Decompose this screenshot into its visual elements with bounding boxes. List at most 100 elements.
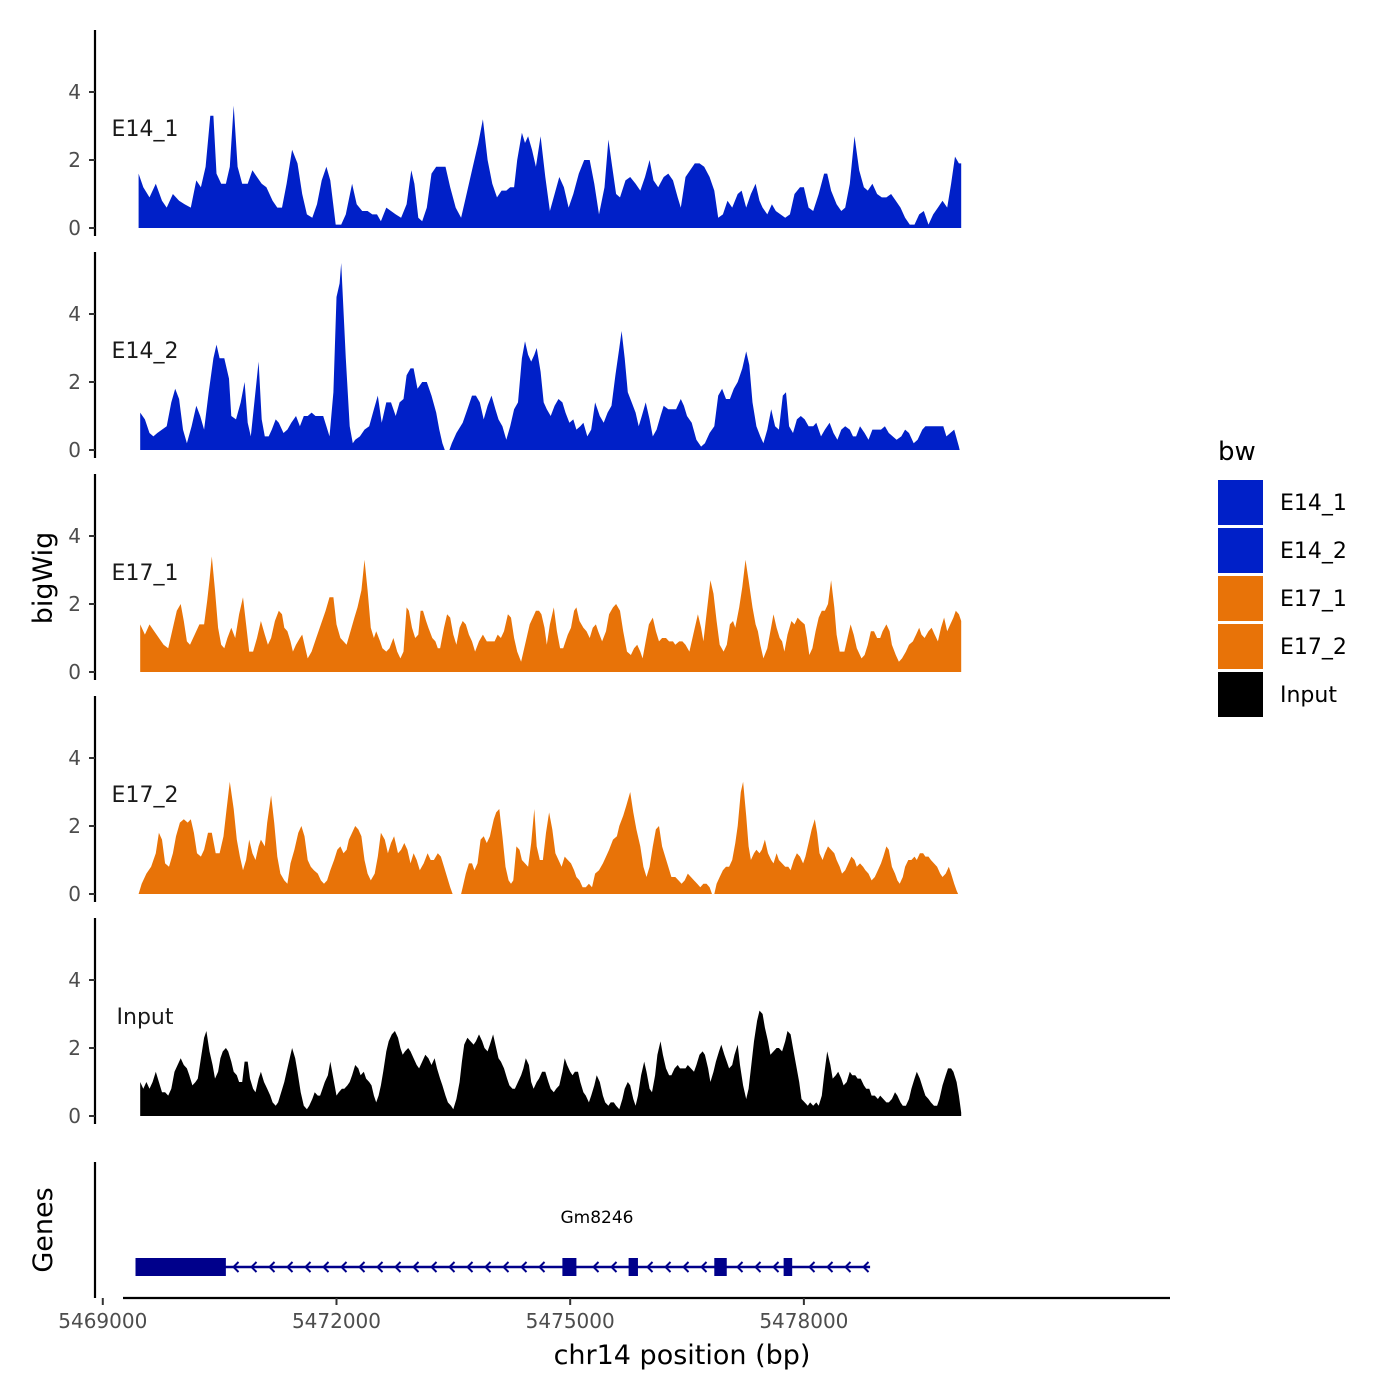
legend-swatch	[1218, 672, 1263, 717]
legend-label: E17_1	[1280, 587, 1347, 612]
x-tick-label: 5478000	[759, 1309, 848, 1333]
strand-chevron	[304, 1261, 312, 1273]
genes-axis-title: Genes	[28, 1187, 59, 1272]
track-area-e17_2-seg3	[714, 781, 959, 894]
track-label-e14_2: E14_2	[112, 339, 179, 364]
track-area-e14_1	[138, 105, 962, 228]
genes-panel: Gm8246	[93, 1162, 871, 1298]
strand-chevron	[700, 1261, 708, 1273]
strand-chevron	[808, 1261, 816, 1273]
tracks-layer: 0 2 4 E14_1 0 2 4 E14_2 0 2 4 E17_1 0 2 4 E17_2 0 2 4 Input	[68, 30, 962, 1128]
strand-chevron	[286, 1261, 294, 1273]
x-tick-label: 5475000	[526, 1309, 615, 1333]
strand-chevron	[538, 1261, 546, 1273]
track-panel-e14_2: 0 2 4 E14_2	[68, 252, 960, 462]
y-tick-label: 4	[68, 968, 81, 992]
y-axis-title: bigWig	[28, 532, 59, 625]
legend-item-e14_2: E14_2	[1218, 528, 1347, 573]
strand-chevron	[466, 1261, 474, 1273]
legend-swatch	[1218, 528, 1263, 573]
legend: bw E14_1 E14_2 E17_1 E17_2 Input	[1218, 437, 1347, 717]
track-panel-e17_2: 0 2 4 E17_2	[68, 696, 959, 906]
track-label-input: Input	[117, 1005, 174, 1030]
strand-chevron	[268, 1261, 276, 1273]
gene-gm8246: Gm8246	[135, 1208, 871, 1276]
strand-chevron	[376, 1261, 384, 1273]
gene-exon	[628, 1258, 638, 1276]
strand-chevron	[340, 1261, 348, 1273]
strand-chevron	[592, 1261, 600, 1273]
gene-exon	[714, 1258, 727, 1276]
strand-chevron	[502, 1261, 510, 1273]
y-tick-label: 4	[68, 302, 81, 326]
legend-item-e17_1: E17_1	[1218, 576, 1347, 621]
gene-name-label: Gm8246	[561, 1208, 634, 1228]
gene-exon	[783, 1258, 793, 1276]
legend-item-e17_2: E17_2	[1218, 624, 1347, 669]
strand-chevron	[862, 1261, 870, 1273]
strand-chevron	[448, 1261, 456, 1273]
strand-chevron	[250, 1261, 258, 1273]
legend-item-input: Input	[1218, 672, 1337, 717]
y-tick-label: 0	[68, 660, 81, 684]
track-area-e17_2-seg2	[461, 792, 712, 894]
track-area-e14_2-seg2	[449, 331, 960, 450]
y-tick-label: 0	[68, 438, 81, 462]
strand-chevron	[736, 1261, 744, 1273]
legend-swatch	[1218, 480, 1263, 525]
track-area-e17_2-seg1	[138, 781, 453, 894]
strand-chevron	[826, 1261, 834, 1273]
strand-chevron	[520, 1261, 528, 1273]
track-label-e17_2: E17_2	[112, 783, 179, 808]
strand-chevron	[772, 1261, 780, 1273]
gene-exon	[135, 1258, 226, 1276]
track-panel-e14_1: 0 2 4 E14_1	[68, 30, 962, 240]
legend-label: Input	[1280, 683, 1337, 708]
gene-exon	[562, 1258, 577, 1276]
y-tick-label: 0	[68, 882, 81, 906]
strand-chevron	[232, 1261, 240, 1273]
y-tick-label: 0	[68, 1104, 81, 1128]
legend-swatch	[1218, 624, 1263, 669]
legend-label: E14_1	[1280, 491, 1347, 516]
strand-chevron	[322, 1261, 330, 1273]
track-label-e14_1: E14_1	[112, 117, 179, 142]
strand-chevron	[646, 1261, 654, 1273]
track-area-e14_2-seg1	[140, 263, 445, 450]
track-panel-input: 0 2 4 Input	[68, 918, 962, 1128]
x-tick-label: 5472000	[292, 1309, 381, 1333]
y-tick-label: 2	[68, 1036, 81, 1060]
legend-title: bw	[1218, 437, 1256, 467]
strand-chevron	[394, 1261, 402, 1273]
x-axis: 5469000 5472000 5475000 5478000	[58, 1296, 1170, 1333]
strand-chevron	[412, 1261, 420, 1273]
strand-chevron	[664, 1261, 672, 1273]
y-tick-label: 2	[68, 814, 81, 838]
strand-chevron	[754, 1261, 762, 1273]
legend-label: E14_2	[1280, 539, 1347, 564]
strand-chevron	[484, 1261, 492, 1273]
y-tick-label: 4	[68, 80, 81, 104]
track-label-e17_1: E17_1	[112, 561, 179, 586]
x-tick-label: 5469000	[58, 1309, 147, 1333]
legend-label: E17_2	[1280, 635, 1347, 660]
legend-swatch	[1218, 576, 1263, 621]
y-tick-label: 2	[68, 592, 81, 616]
y-tick-label: 2	[68, 370, 81, 394]
legend-item-e14_1: E14_1	[1218, 480, 1347, 525]
track-area-input	[140, 1010, 962, 1116]
strand-chevron	[682, 1261, 690, 1273]
y-tick-label: 4	[68, 746, 81, 770]
strand-chevron	[430, 1261, 438, 1273]
track-panel-e17_1: 0 2 4 E17_1	[68, 474, 962, 684]
y-tick-label: 2	[68, 148, 81, 172]
strand-chevron	[358, 1261, 366, 1273]
strand-chevron	[844, 1261, 852, 1273]
x-axis-title: chr14 position (bp)	[554, 1340, 811, 1371]
strand-chevron	[610, 1261, 618, 1273]
track-area-e17_1	[140, 556, 962, 672]
y-tick-label: 4	[68, 524, 81, 548]
y-tick-label: 0	[68, 216, 81, 240]
